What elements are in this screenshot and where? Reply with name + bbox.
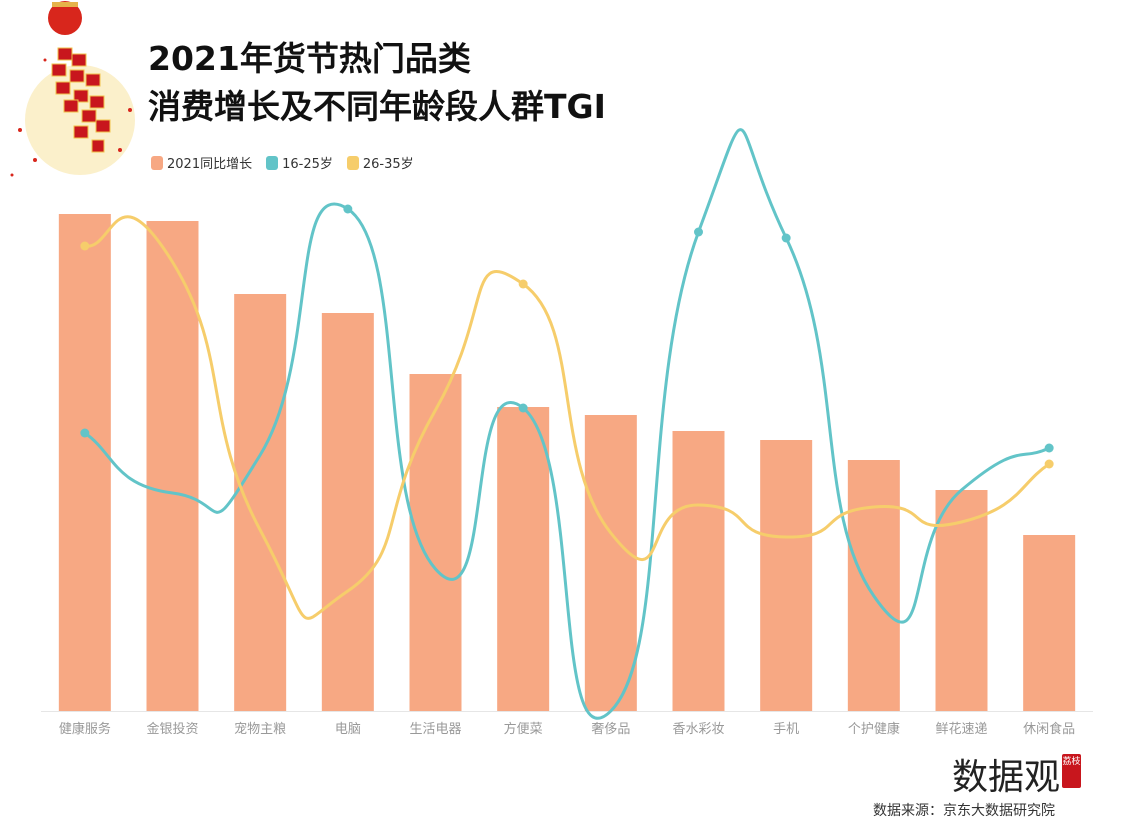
line-point[interactable] <box>80 241 90 251</box>
line-point[interactable] <box>694 227 703 237</box>
bar-8[interactable] <box>760 440 813 711</box>
firecracker-decoration-icon <box>10 1 135 177</box>
legend-swatch <box>266 155 279 170</box>
chart-title-line2: 消费增长及不同年龄段人群TGI <box>148 87 606 126</box>
x-tick-label: 鲜花速递 <box>935 721 987 737</box>
line-point[interactable] <box>80 428 90 438</box>
chart-plot: 健康服务 金银投资 宠物主粮 电脑 生活电器 方便菜 奢侈品 香水彩妆 手机 个护健康 鲜花速递 休闲… <box>41 128 1093 737</box>
bar-11[interactable] <box>1023 535 1076 711</box>
source-note: 数据来源：京东大数据研究院 <box>873 803 1055 819</box>
legend-label: 2021同比增长 <box>167 157 253 172</box>
line-point[interactable] <box>1044 443 1054 453</box>
line-series-1 <box>83 128 1050 720</box>
line-point[interactable] <box>343 204 353 214</box>
bar-10[interactable] <box>935 490 988 711</box>
bar-4[interactable] <box>409 374 462 711</box>
x-tick-label: 方便菜 <box>504 721 543 737</box>
legend-item-26-35[interactable]: 26-35岁 <box>346 153 414 172</box>
line-point[interactable] <box>781 233 791 243</box>
line-point[interactable] <box>518 403 528 413</box>
legend-label: 26-35岁 <box>362 157 414 172</box>
legend-swatch <box>346 155 359 170</box>
legend-swatch <box>151 155 163 170</box>
bar-0[interactable] <box>58 214 111 711</box>
x-tick-label: 宠物主粮 <box>234 721 286 737</box>
legend: 2021同比增长 16-25岁 26-35岁 <box>151 153 414 172</box>
line-point[interactable] <box>518 279 528 289</box>
chart-title-line1: 2021年货节热门品类 <box>148 39 471 78</box>
x-tick-label: 生活电器 <box>409 722 461 737</box>
x-tick-label: 休闲食品 <box>1023 721 1075 737</box>
x-tick-label: 电脑 <box>335 722 361 737</box>
line-point[interactable] <box>1044 459 1054 469</box>
bar-7[interactable] <box>672 431 725 711</box>
logo-text: 数据观 <box>952 757 1061 798</box>
x-tick-label: 奢侈品 <box>591 722 630 737</box>
bar-6[interactable] <box>584 415 637 711</box>
legend-item-16-25[interactable]: 16-25岁 <box>266 153 333 172</box>
bar-1[interactable] <box>146 221 199 711</box>
x-tick-label: 手机 <box>773 722 799 737</box>
bar-9[interactable] <box>847 460 900 711</box>
x-tick-label: 健康服务 <box>59 721 111 737</box>
bar-5[interactable] <box>497 407 550 711</box>
logo-badge: 荔枝 <box>1062 754 1081 788</box>
x-tick-label: 个护健康 <box>848 721 900 737</box>
x-tick-label: 香水彩妆 <box>672 722 724 737</box>
line-series-2 <box>84 215 1050 620</box>
x-tick-label: 金银投资 <box>146 721 198 737</box>
legend-label: 16-25岁 <box>282 157 333 172</box>
bar-3[interactable] <box>321 313 374 711</box>
bar-2[interactable] <box>234 294 287 711</box>
legend-item-growth[interactable]: 2021同比增长 <box>151 153 252 172</box>
